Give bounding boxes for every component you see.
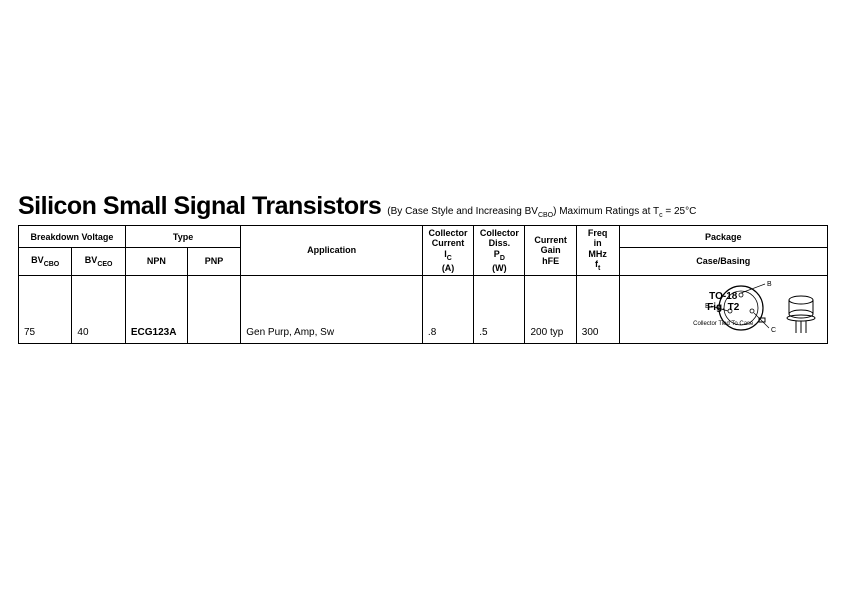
hdr-sub: D [500,254,505,261]
header-case-basing: Case/Basing [619,248,828,276]
hdr-line: Current [534,235,567,245]
cell-pd: .5 [474,275,525,343]
header-ic: Collector Current IC (A) [422,226,473,276]
header-row-1: Breakdown Voltage Type Application Colle… [19,226,828,248]
cell-bvceo: 40 [72,275,125,343]
heading-row: Silicon Small Signal Transistors (By Cas… [18,192,828,221]
cell-npn: ECG123A [125,275,187,343]
cell-ft: 300 [576,275,619,343]
cell-ic: .8 [422,275,473,343]
hdr-line: BV [85,255,98,265]
hdr-line: Collector [429,228,468,238]
hdr-sub: CBO [44,261,60,268]
cell-bvcbo: 75 [19,275,72,343]
datasheet-section: Silicon Small Signal Transistors (By Cas… [18,192,828,344]
header-package: Package [619,226,828,248]
header-bvceo: BVCEO [72,248,125,276]
table-row: 75 40 ECG123A Gen Purp, Amp, Sw .8 .5 20… [19,275,828,343]
page-title: Silicon Small Signal Transistors [18,192,381,221]
cell-application: Gen Purp, Amp, Sw [241,275,423,343]
hdr-line: Gain [541,245,561,255]
hdr-line: MHz [588,249,607,259]
pin-c-label: C [771,327,776,334]
hdr-line: (W) [492,263,507,273]
table-body: 75 40 ECG123A Gen Purp, Amp, Sw .8 .5 20… [19,275,828,343]
subtitle-part: (By Case Style and Increasing BV [387,206,538,217]
spec-table: Breakdown Voltage Type Application Colle… [18,225,828,344]
header-pd: Collector Diss. PD (W) [474,226,525,276]
header-breakdown: Breakdown Voltage [19,226,126,248]
subtitle-sub: CBO [538,212,553,219]
pin-e-label: E [705,303,710,310]
header-ft: Freq in MHz ft [576,226,619,276]
cell-hfe: 200 typ [525,275,576,343]
hdr-sub: t [598,265,600,272]
header-hfe: Current Gain hFE [525,226,576,276]
hdr-line: hFE [542,256,559,266]
table-head: Breakdown Voltage Type Application Colle… [19,226,828,276]
package-diagram-icon: B E C [703,278,823,338]
hdr-line: Diss. [489,238,511,248]
hdr-line: Freq [588,228,608,238]
subtitle-part: = 25°C [663,206,697,217]
hdr-line: Current [432,238,465,248]
header-type: Type [125,226,240,248]
header-pnp: PNP [187,248,240,276]
header-bvcbo: BVCBO [19,248,72,276]
hdr-line: Collector [480,228,519,238]
hdr-sub: CEO [97,261,112,268]
cell-package: TO-18 Fig. T2 Collector Tied To Case [619,275,828,343]
hdr-line: (A) [442,263,455,273]
page-subtitle: (By Case Style and Increasing BVCBO) Max… [387,206,696,219]
hdr-line: in [594,238,602,248]
hdr-sub: C [447,254,452,261]
hdr-line: BV [31,255,44,265]
header-npn: NPN [125,248,187,276]
subtitle-part: ) Maximum Ratings at T [553,206,659,217]
cell-pnp [187,275,240,343]
header-application: Application [241,226,423,276]
pin-b-label: B [767,281,772,288]
